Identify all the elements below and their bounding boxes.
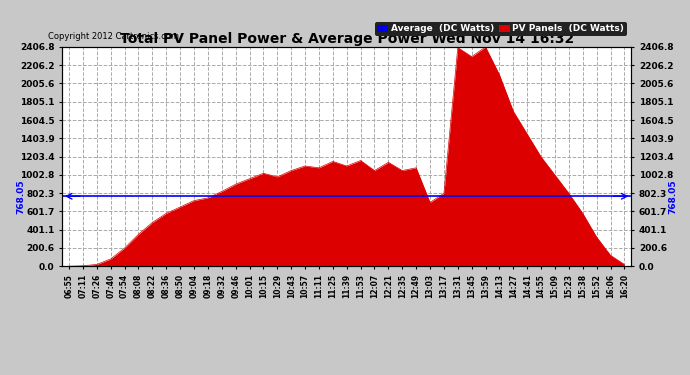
Text: 768.05: 768.05 [16,179,25,213]
Legend: Average  (DC Watts), PV Panels  (DC Watts): Average (DC Watts), PV Panels (DC Watts) [375,22,627,36]
Title: Total PV Panel Power & Average Power Wed Nov 14 16:32: Total PV Panel Power & Average Power Wed… [119,32,574,46]
Text: 768.05: 768.05 [669,179,678,213]
Text: Copyright 2012 Cartronics.com: Copyright 2012 Cartronics.com [48,32,179,41]
